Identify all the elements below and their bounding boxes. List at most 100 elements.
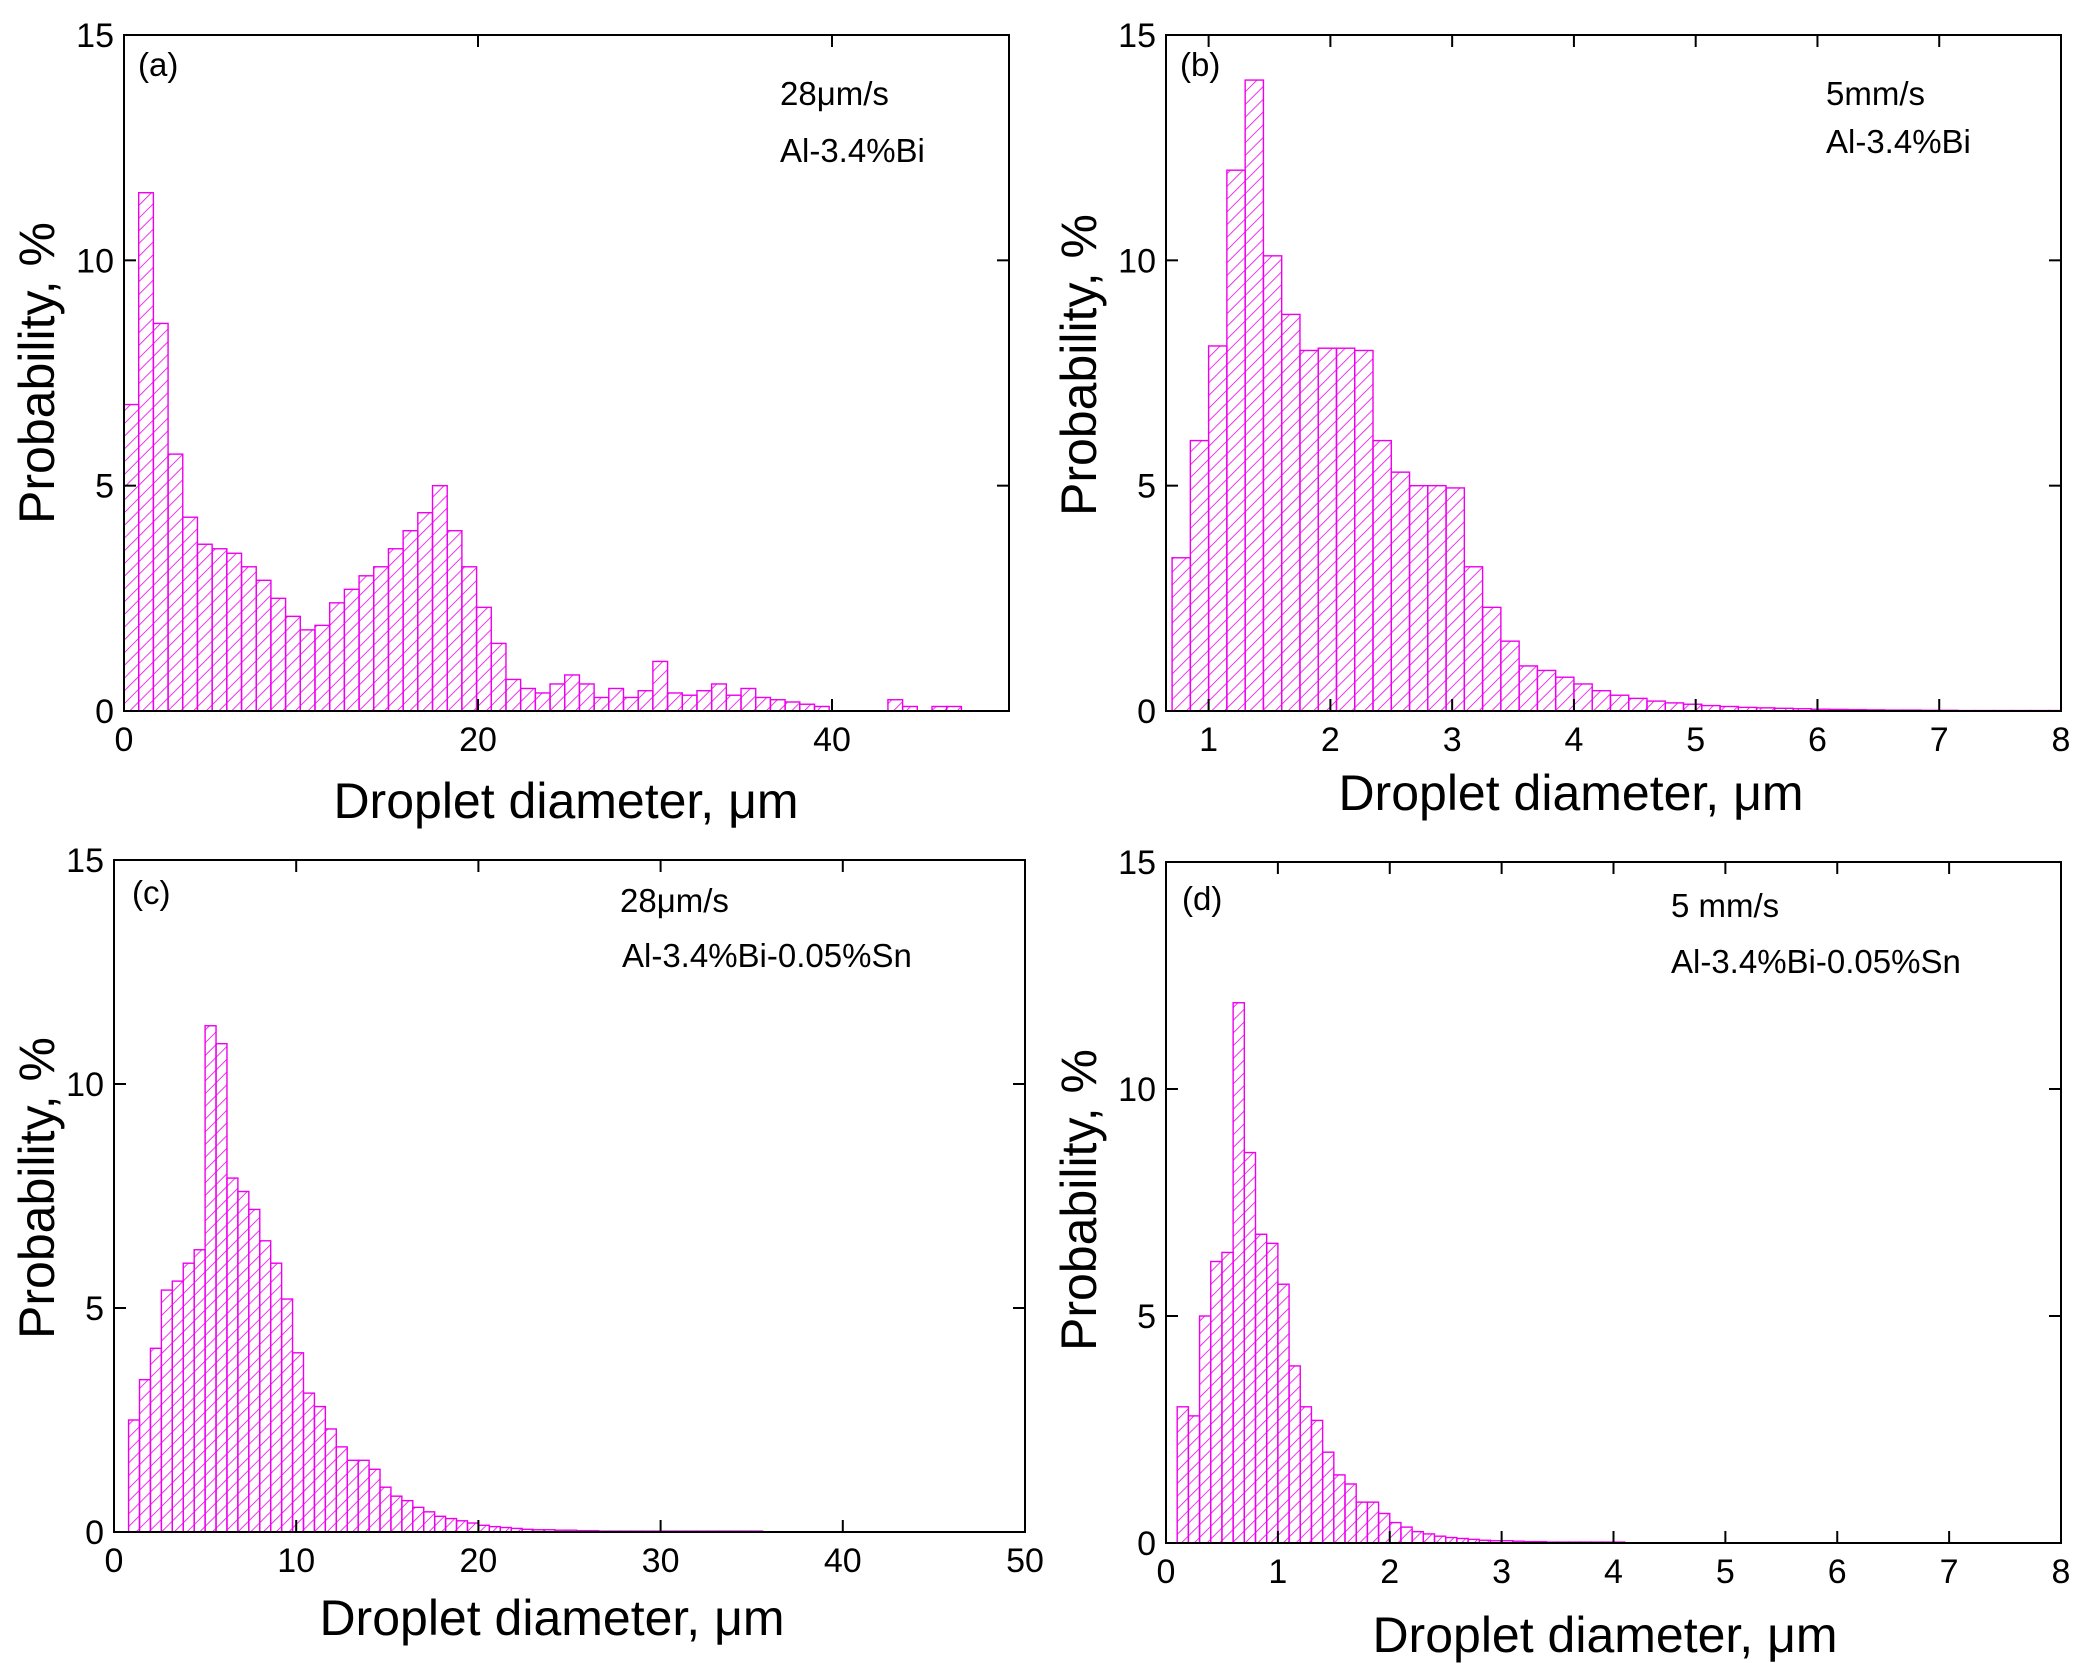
histogram-bar — [461, 566, 478, 712]
histogram-bar — [1280, 313, 1301, 712]
x-tick-label: 2 — [1321, 721, 1340, 759]
histogram-bar — [1277, 1283, 1290, 1544]
histogram-bar — [313, 1405, 327, 1533]
histogram-bar — [171, 1280, 184, 1533]
histogram-bar — [1176, 1406, 1190, 1544]
histogram-bar — [534, 692, 551, 712]
x-tick-label: 50 — [1006, 1542, 1044, 1580]
histogram-bar — [1288, 1365, 1301, 1544]
panel-d: 0 1 2 3 4 5 6 7 8 0 5 10 15 (d) 5 mm/s Al-3.4%Bi-0.0… — [1051, 844, 2070, 1663]
bars — [1171, 79, 2062, 712]
y-tick-label: 0 — [95, 693, 114, 731]
histogram-bar — [328, 602, 346, 712]
histogram-bar — [608, 687, 625, 712]
histogram-bar — [387, 548, 404, 712]
y-axis-label: Probability, % — [9, 1037, 65, 1339]
histogram-bar — [1171, 557, 1192, 712]
x-tick-label: 1 — [1268, 1553, 1287, 1591]
histogram-bar — [1243, 1151, 1257, 1544]
histogram-bar — [1400, 1526, 1413, 1544]
histogram-bar — [1664, 702, 1685, 712]
histogram-bar — [269, 1262, 283, 1533]
histogram-bar — [578, 683, 595, 712]
histogram-bar — [1536, 669, 1557, 712]
histogram-bar — [211, 548, 228, 712]
y-tick-label: 5 — [95, 468, 114, 506]
histogram-bar — [477, 1524, 491, 1533]
histogram-bar — [357, 1459, 370, 1533]
histogram-bar — [622, 696, 639, 712]
histogram-bar — [725, 694, 742, 712]
histogram-bar — [444, 1517, 458, 1533]
y-tick-label: 15 — [66, 842, 104, 880]
histogram-bar — [505, 678, 522, 712]
histogram-bar — [346, 1459, 359, 1533]
x-tick-label: 0 — [115, 721, 134, 759]
histogram-bar — [740, 687, 757, 712]
histogram-bar — [1377, 1512, 1391, 1544]
histogram-bar — [1518, 665, 1539, 712]
histogram-bar — [314, 624, 331, 712]
annotation-speed: 28μm/s — [780, 75, 889, 112]
histogram-bar — [1207, 345, 1228, 712]
histogram-bar — [1335, 347, 1356, 712]
histogram-bar — [1463, 566, 1484, 712]
histogram-bar — [1554, 676, 1575, 712]
y-tick-label: 15 — [76, 17, 114, 55]
histogram-bar — [167, 453, 184, 712]
histogram-bar — [1254, 1233, 1268, 1544]
histogram-bar — [259, 1240, 272, 1533]
panel-label: (c) — [132, 874, 170, 911]
histogram-bar — [182, 516, 199, 712]
histogram-bar — [255, 579, 272, 712]
plot-frame — [123, 34, 1010, 712]
x-tick-label: 20 — [459, 1542, 497, 1580]
histogram-bar — [1355, 1501, 1369, 1544]
histogram-bar — [182, 1262, 195, 1533]
annotation-speed: 5 mm/s — [1671, 887, 1779, 924]
histogram-bar — [593, 696, 610, 712]
x-tick-label: 3 — [1443, 721, 1462, 759]
histogram-bar — [710, 683, 728, 712]
y-axis-label: Probability, % — [1051, 214, 1107, 516]
histogram-bar — [193, 1249, 206, 1533]
histogram-bar — [1609, 694, 1630, 712]
histogram-bar — [280, 1298, 294, 1533]
panel-c: 0 10 20 30 40 50 0 5 10 15 (c) 28μm/s Al-3.4%Bi-0… — [9, 842, 1044, 1646]
histogram-bar — [466, 1522, 480, 1533]
x-tick-label: 1 — [1199, 721, 1218, 759]
bars — [1176, 1002, 1626, 1544]
panel-label: (a) — [138, 46, 178, 83]
histogram-bar — [149, 1347, 163, 1533]
histogram-bar — [769, 699, 786, 712]
histogram-bar — [373, 566, 390, 712]
histogram-bar — [1682, 703, 1703, 712]
histogram-bar — [123, 403, 140, 712]
histogram-bar — [475, 606, 492, 712]
histogram-bar — [1198, 1315, 1212, 1544]
y-tick-label: 0 — [1137, 1525, 1156, 1563]
histogram-bar — [1481, 606, 1502, 712]
histogram-bar — [755, 696, 772, 712]
histogram-bar — [799, 703, 816, 712]
histogram-bar — [358, 575, 375, 712]
histogram-bar — [696, 690, 713, 712]
y-axis-label: Probability, % — [9, 222, 65, 524]
histogram-bar — [1344, 1483, 1357, 1544]
histogram-bar — [226, 552, 243, 712]
x-tick-label: 4 — [1604, 1553, 1623, 1591]
y-tick-label: 15 — [1118, 844, 1156, 882]
x-tick-label: 7 — [1940, 1553, 1959, 1591]
x-tick-label: 0 — [105, 1542, 124, 1580]
histogram-bar — [1333, 1474, 1346, 1544]
histogram-bar — [1372, 439, 1392, 712]
panel-label: (b) — [1180, 46, 1220, 83]
histogram-bar — [1411, 1530, 1425, 1544]
x-tick-label: 7 — [1930, 721, 1949, 759]
annotation-speed: 5mm/s — [1826, 75, 1925, 112]
histogram-bar — [1646, 700, 1666, 712]
histogram-bar — [1226, 169, 1246, 712]
histogram-bar — [1232, 1002, 1246, 1544]
y-tick-label: 5 — [85, 1290, 104, 1328]
